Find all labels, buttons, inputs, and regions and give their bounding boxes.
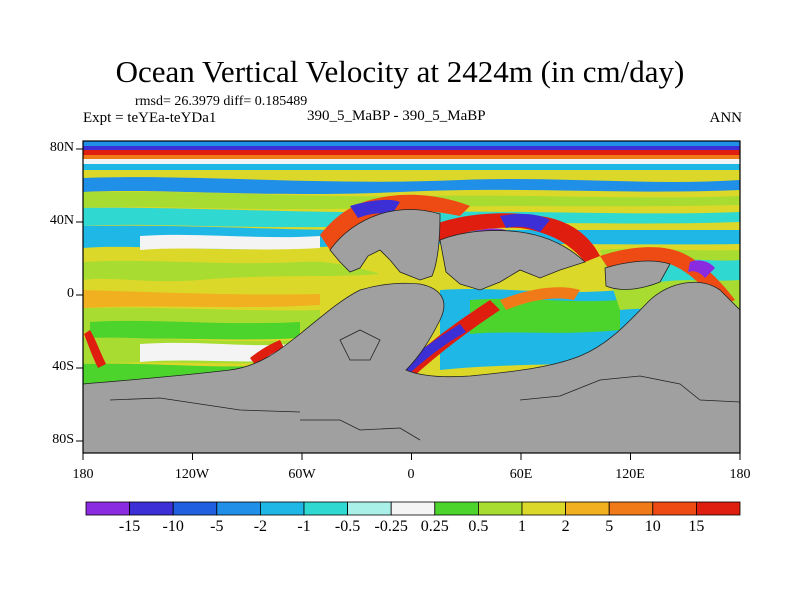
colorbar-swatch	[259, 501, 305, 516]
ytick-label-40s: 40S	[52, 359, 74, 374]
xtick-label-60e: 60E	[509, 467, 533, 482]
colorbar-level-label: 2	[561, 518, 570, 535]
band-polar-5	[83, 159, 740, 164]
colorbar-swatch	[390, 501, 436, 516]
ytick-label-80n: 80N	[49, 140, 74, 155]
chart-title: Ocean Vertical Velocity at 2424m (in cm/…	[115, 54, 685, 89]
boundary-diagonal-2	[394, 324, 466, 380]
colorbar-swatch	[652, 501, 697, 516]
band-50n-blue	[83, 177, 740, 194]
patch-white-npacific	[140, 234, 320, 250]
colorbar-level-label: -0.25	[374, 518, 408, 535]
land-north-continent	[329, 209, 441, 281]
colorbar-swatch	[521, 501, 566, 516]
colorbar-level-label: -0.5	[334, 518, 361, 535]
colorbar-level-label: -5	[210, 518, 224, 535]
boundary-diagonal-3	[500, 287, 580, 310]
colorbar-swatch	[608, 501, 654, 516]
outline-4	[339, 329, 381, 361]
velocity-field	[83, 141, 740, 453]
colorbar	[85, 501, 741, 516]
xtick-label-120w: 120W	[174, 467, 210, 482]
colorbar-swatch	[565, 501, 610, 516]
outline-1	[300, 419, 421, 441]
colorbar-level-label: 0.25	[420, 518, 449, 535]
colorbar-level-label: 10	[644, 518, 661, 535]
band-polar-3	[83, 150, 740, 155]
experiment-label: Expt = teYEa-teYDa1	[83, 110, 217, 126]
colorbar-level-label: 15	[688, 518, 705, 535]
xtick-label-180e: 180	[729, 467, 751, 482]
boundary-eurasia	[430, 213, 600, 262]
pacific-green-band	[83, 260, 380, 282]
band-polar-4	[83, 155, 740, 159]
ytick-label-0: 0	[67, 286, 74, 301]
colorbar-swatch	[477, 501, 523, 516]
colorbar-swatch	[216, 501, 261, 516]
colorbar-level-label: 1	[518, 518, 526, 535]
xtick-label-120e: 120E	[615, 467, 645, 482]
outline-2	[109, 397, 301, 413]
boundary-purple-1	[350, 199, 400, 218]
colorbar-level-label: -15	[118, 518, 141, 535]
colorbar-swatch	[434, 501, 479, 516]
colorbar-swatch	[129, 501, 174, 516]
colorbar-swatch	[172, 501, 218, 516]
south-pacific-green-2	[90, 320, 300, 340]
colorbar-level-label: 0.5	[468, 518, 489, 535]
colorbar-swatch	[347, 501, 392, 516]
colorbar-swatch	[303, 501, 348, 516]
band-polar-2	[83, 146, 740, 150]
band-polar-6	[83, 164, 740, 170]
land-east-block	[604, 260, 671, 290]
outline-3	[519, 375, 740, 403]
xtick-label-0: 0	[407, 467, 415, 482]
band-polar-7	[83, 170, 740, 178]
equatorial-orange	[83, 290, 320, 308]
colorbar-swatch	[85, 501, 130, 516]
season-label: ANN	[709, 110, 743, 126]
ytick-label-40n: 40N	[49, 213, 74, 228]
colorbar-level-label: -2	[253, 518, 268, 535]
band-polar-1	[83, 141, 740, 146]
colorbar-level-label: -10	[162, 518, 184, 535]
boundary-purple-4	[688, 260, 715, 278]
xtick-label-60w: 60W	[288, 467, 316, 482]
stats-text: rmsd= 26.3979 diff= 0.185489	[135, 94, 308, 109]
case-label: 390_5_MaBP - 390_5_MaBP	[307, 108, 486, 124]
colorbar-level-label: 5	[605, 518, 614, 535]
colorbar-swatch	[696, 501, 741, 516]
boundary-west-edge	[84, 330, 106, 368]
xtick-label-180w: 180	[72, 467, 94, 482]
boundary-spacific	[250, 340, 284, 366]
land-eurasia	[439, 230, 586, 291]
colorbar-level-label: -1	[297, 518, 311, 535]
ytick-label-80s: 80S	[52, 432, 74, 447]
boundary-purple-3	[500, 213, 550, 232]
axis-ticks	[76, 148, 741, 460]
